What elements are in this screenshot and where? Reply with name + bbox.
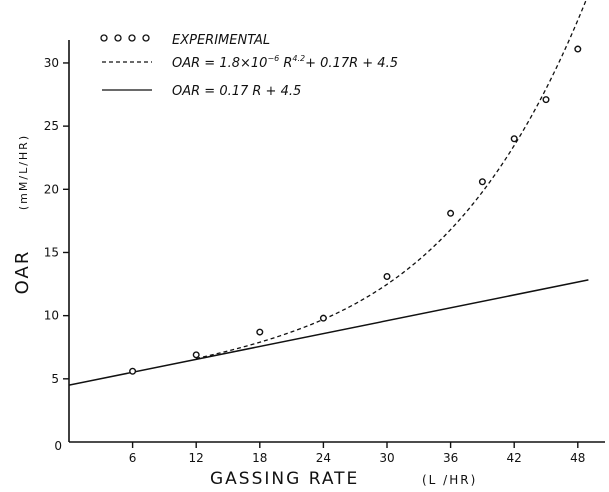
data-point-experimental <box>192 351 200 359</box>
series-layer <box>68 0 589 386</box>
data-point-experimental <box>319 314 327 322</box>
legend-marker-circle <box>114 34 122 42</box>
y-ticks: 5 10 15 20 25 30 <box>44 56 69 386</box>
data-point-experimental <box>542 96 550 104</box>
data-point-experimental <box>574 45 582 53</box>
x-tick-label: 6 <box>129 451 137 465</box>
x-axis-unit: (L /HR) <box>422 473 477 487</box>
axes <box>68 40 605 443</box>
x-tick-label: 12 <box>189 451 204 465</box>
y-tick-label: 15 <box>44 245 59 259</box>
legend-marker-circle <box>100 34 108 42</box>
series-line-solid <box>68 279 589 386</box>
y-tick-label: 25 <box>44 119 59 133</box>
y-tick-label: 5 <box>51 372 59 386</box>
data-point-experimental <box>256 328 264 336</box>
data-point-experimental <box>478 178 486 186</box>
legend-marker-circle <box>128 34 136 42</box>
legend-label-experimental: EXPERIMENTAL <box>172 33 270 48</box>
legend-label-dashed: OAR = 1.8×10−6 R4.2+ 0.17R + 4.5 <box>172 54 398 71</box>
x-tick-label: 30 <box>379 451 394 465</box>
legend-marker-circle <box>142 34 150 42</box>
x-tick-label: 42 <box>507 451 522 465</box>
data-point-experimental <box>510 135 518 143</box>
y-axis-title: OAR <box>12 250 33 295</box>
data-point-experimental <box>447 209 455 217</box>
series-line-dashed <box>196 0 587 360</box>
origin-label: 0 <box>54 439 62 453</box>
x-axis-title: GASSING RATE <box>210 469 359 489</box>
x-tick-label: 18 <box>252 451 267 465</box>
y-axis-unit: (mM/L/HR) <box>17 134 30 210</box>
x-ticks: 6 12 18 24 30 36 42 48 <box>129 442 585 465</box>
data-point-experimental <box>129 367 137 375</box>
data-point-experimental <box>383 272 391 280</box>
legend-marker-experimental <box>100 34 150 42</box>
x-tick-label: 24 <box>316 451 331 465</box>
legend-label-solid: OAR = 0.17 R + 4.5 <box>172 84 301 99</box>
legend: EXPERIMENTAL OAR = 1.8×10−6 R4.2+ 0.17R … <box>100 33 398 99</box>
y-tick-label: 30 <box>44 56 59 70</box>
x-tick-label: 36 <box>443 451 458 465</box>
x-tick-label: 48 <box>570 451 585 465</box>
y-tick-label: 10 <box>44 309 59 323</box>
y-tick-label: 20 <box>44 182 59 196</box>
